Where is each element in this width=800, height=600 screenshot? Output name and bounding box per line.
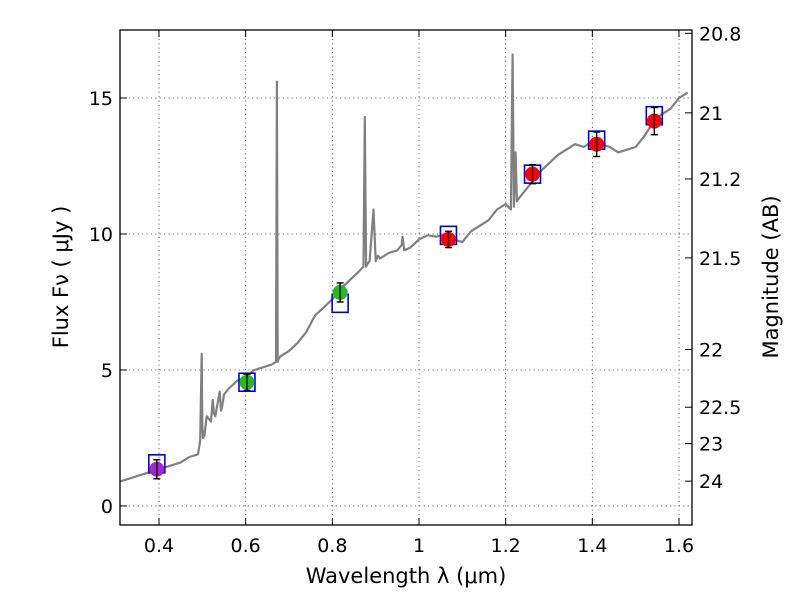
y2-tick-label: 23 xyxy=(699,434,723,456)
spectrum-layer xyxy=(119,53,689,483)
x-axis-title: Wavelength λ (μm) xyxy=(306,564,507,588)
plot-background xyxy=(120,30,692,525)
observation-point xyxy=(645,105,664,136)
y2-axis-title: Magnitude (AB) xyxy=(759,195,783,358)
observation-point xyxy=(331,282,349,314)
spectrum-line xyxy=(119,53,689,483)
y-axis-title: Flux Fν ( μJy ) xyxy=(49,206,73,349)
x-tick-label: 1.4 xyxy=(577,535,607,557)
y-tick-label: 5 xyxy=(101,360,113,382)
x-tick-label: 0.6 xyxy=(231,535,261,557)
y2-tick-label: 24 xyxy=(699,471,723,493)
y2-tick-label: 21 xyxy=(699,103,723,125)
grid-lines xyxy=(120,30,692,525)
x-tick-label: 1.2 xyxy=(491,535,521,557)
observation-point xyxy=(148,454,166,480)
x-tick-label: 1 xyxy=(413,535,425,557)
plot-frame xyxy=(119,29,693,526)
observation-point xyxy=(523,163,542,185)
y2-tick-label: 21.2 xyxy=(699,169,741,191)
y-tick-label: 10 xyxy=(89,224,113,246)
y2-tick-label: 22 xyxy=(699,339,723,361)
y-tick-label: 0 xyxy=(101,496,113,518)
y-tick-label: 15 xyxy=(89,88,113,110)
observation-point xyxy=(587,130,606,158)
x-tick-label: 0.8 xyxy=(317,535,347,557)
x-tick-label: 1.6 xyxy=(664,535,694,557)
observation-point xyxy=(238,372,256,393)
y2-tick-label: 21.5 xyxy=(699,248,741,270)
observation-point xyxy=(439,225,458,249)
y2-tick-label: 20.8 xyxy=(699,23,741,45)
axis-ticks: 0.4 0.6 0.8 1 1.2 1.4 1.6 0 5 10 15 20.8 21 21.2 21.5 2… xyxy=(89,23,742,557)
observations-layer xyxy=(148,105,664,480)
x-tick-label: 0.4 xyxy=(144,535,174,557)
model-flux-box xyxy=(238,372,256,393)
y2-tick-label: 22.5 xyxy=(699,397,741,419)
